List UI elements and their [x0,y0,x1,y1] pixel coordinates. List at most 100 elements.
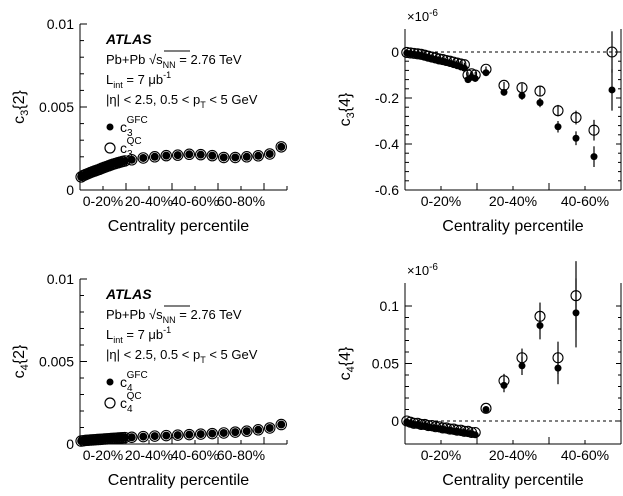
data-point-filled [185,430,194,439]
data-point-open [229,426,242,438]
data-point-open [218,427,230,439]
data-point-open [458,59,470,71]
x-tick-label: 0-20% [421,447,461,463]
data-point-open [241,425,253,437]
data-point-open [534,310,546,322]
data-point-open [404,47,416,59]
panel-c4_4: 0 0.05 0.1 0-20% 20-40% 40-60% Centrality perc… [337,261,622,489]
data-point-filled [254,151,263,160]
data-point-open [137,430,150,443]
data-point-open [218,151,230,164]
x-axis-title: Centrality percentile [108,218,250,235]
y-tick-label: 0 [66,182,74,198]
data-point-filled [150,432,159,441]
y-axis-title: c3{2} [11,89,31,123]
axis-multiplier: ×10-6 [407,262,438,278]
data-point-open [183,148,196,161]
data-point-open [422,420,434,432]
series-c3QC [75,141,287,183]
data-point-filled [265,423,274,432]
data-point-open [606,46,618,58]
data-point-filled [162,431,171,440]
panel-c4_2: 0 0.005 0.01 0-20% 20-40%40-60%60-80% Central… [11,271,288,489]
data-point-open [480,402,492,414]
data-point-open [172,149,184,161]
data-point-open [588,124,600,136]
data-point-open [137,152,150,164]
data-point-filled [139,153,148,162]
data-point-open [126,154,138,166]
y-tick-label: -0.2 [375,90,399,106]
data-point-open [241,151,253,163]
x-tick-label: 0-20% [83,447,123,463]
data-point-open [498,79,510,91]
y-axis-title: c4{2} [11,344,31,378]
data-point-open [408,47,420,59]
data-point-open [437,422,449,434]
data-point-open [263,148,276,160]
y-tick-label: 0 [391,44,399,60]
data-point-open [195,428,207,440]
data-point-open [149,151,161,163]
data-point-open [498,375,510,387]
y-axis-title: c4{4} [337,346,357,380]
data-point-filled [242,152,251,161]
data-point-filled [173,151,182,160]
data-point-open [206,427,219,440]
x-tick-label: 60-80% [217,193,265,209]
data-point-filled [518,92,526,100]
experiment-label: ATLAS [105,286,152,302]
y-axis-title: c3{4} [337,92,357,126]
data-point-open [263,422,276,434]
data-point-open [534,85,546,97]
x-tick-label: 20-40% [489,193,537,209]
data-point-filled [554,123,562,131]
series-c3GFC [403,49,616,167]
data-point-filled [608,86,616,94]
x-tick-label: 40-60% [171,193,219,209]
y-tick-label: 0.01 [47,271,74,287]
data-point-filled [231,153,240,162]
data-point-open [149,430,161,442]
panel-c3_2: 0 0.005 0.01 0-20% 20-40%40-60%60-80% Central… [11,16,288,235]
data-point-filled [219,153,228,162]
data-point-open [451,424,463,436]
x-tick-label: 20-40% [125,193,173,209]
data-point-filled [265,149,274,158]
y-tick-label: 0.1 [380,298,400,314]
panel-c3_4: 0 -0.2 -0.4 -0.6 0-20% 20-40% 40-60% Centrality… [337,8,622,235]
x-tick-label: 0-20% [421,193,461,209]
x-tick-label: 60-80% [217,447,265,463]
data-point-open [516,352,528,364]
series-c4QC [401,261,582,439]
data-point-open [160,429,173,442]
x-tick-label: 0-20% [83,193,123,209]
system-label: Pb+Pb √sNN = 2.76 TeV [106,307,242,325]
cuts-label: |η| < 2.5, 0.5 < pT < 5 GeV [106,92,258,110]
legend-label: c4QC [120,391,142,415]
data-point-filled [219,428,228,437]
data-point-open [183,428,196,441]
experiment-label: ATLAS [105,31,152,47]
data-point-open [415,418,427,431]
data-point-filled [139,432,148,441]
legend-marker-filled [106,378,114,386]
x-axis-title: Centrality percentile [442,472,584,489]
x-tick-label: 20-40% [125,447,173,463]
data-point-filled [208,429,217,438]
data-point-open [466,426,478,439]
data-point-filled [185,150,194,159]
data-point-open [119,431,131,444]
data-point-open [275,418,287,431]
data-point-open [570,290,582,302]
data-point-filled [277,142,286,151]
data-point-filled [196,150,205,159]
y-tick-label: -0.4 [375,136,399,152]
legend-marker-open [104,142,116,154]
data-point-open [408,417,420,429]
data-point-open [252,424,265,436]
y-tick-label: 0.05 [372,356,399,372]
data-point-filled [482,406,490,413]
